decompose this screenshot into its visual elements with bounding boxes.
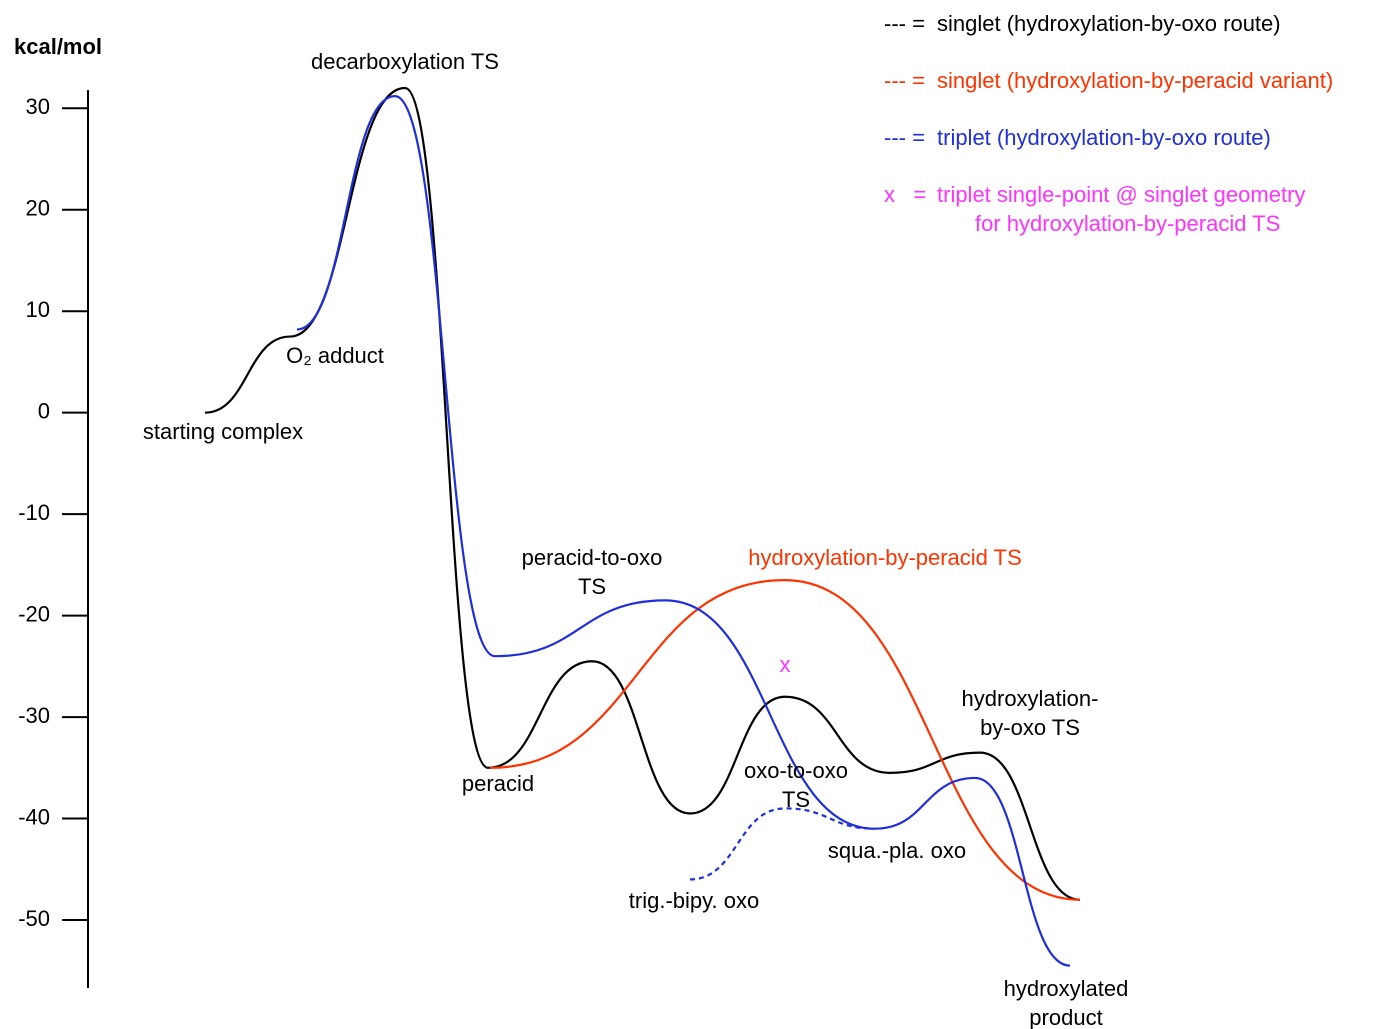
annotation: product [1029,1005,1102,1029]
annotation: TS [578,574,606,599]
annotation: hydroxylation- [962,686,1099,711]
y-tick-label: -40 [18,804,50,829]
y-tick-label: -50 [18,906,50,931]
legend-label: for hydroxylation-by-peracid TS [975,211,1280,236]
y-tick-label: -10 [18,500,50,525]
y-tick-label: 20 [26,196,50,221]
annotation: hydroxylated [1004,976,1129,1001]
annotation: trig.-bipy. oxo [629,888,759,913]
annotation: squa.-pla. oxo [828,838,966,863]
legend-label: singlet (hydroxylation-by-peracid varian… [937,68,1333,93]
annotation: TS [782,787,810,812]
y-tick-label: 0 [38,398,50,423]
annotation: by-oxo TS [980,715,1080,740]
legend-key: --- = [884,68,925,93]
annotation: hydroxylation-by-peracid TS [748,545,1022,570]
annotation: decarboxylation TS [311,49,499,74]
legend-key: --- = [884,11,925,36]
legend-label: triplet (hydroxylation-by-oxo route) [937,125,1271,150]
annotation: O₂ adduct [286,343,384,368]
annotation: oxo-to-oxo [744,758,848,783]
legend-key: --- = [884,125,925,150]
energy-curve [489,578,1081,901]
marker: x [780,652,791,677]
y-tick-label: -30 [18,703,50,728]
legend-label: triplet single-point @ singlet geometry [937,182,1305,207]
energy-curve [689,807,876,881]
legend-label: singlet (hydroxylation-by-oxo route) [937,11,1281,36]
y-axis-label: kcal/mol [14,34,102,59]
y-tick-label: 10 [26,297,50,322]
legend-key: x = [884,182,926,207]
annotation: peracid [462,771,534,796]
annotation: peracid-to-oxo [522,545,663,570]
y-tick-label: 30 [26,94,50,119]
annotation: starting complex [143,419,303,444]
y-tick-label: -20 [18,601,50,626]
energy-curve [204,86,1081,901]
energy-curve [296,94,1071,967]
